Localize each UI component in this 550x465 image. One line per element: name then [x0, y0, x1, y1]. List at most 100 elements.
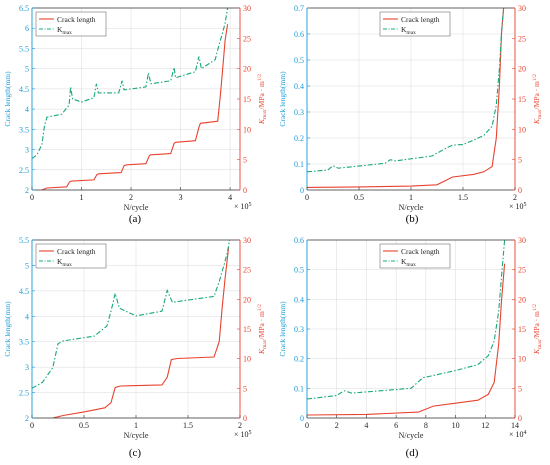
y-left-tick-label: 0.2 [294, 355, 304, 364]
y-right-tick-label: 10 [518, 125, 526, 134]
chart-panel-4: 0 2 4 6 8 10 12 14× 104 N/cycle 0 0.1 0.2 0.3 0.4 0.5 0… [278, 236, 543, 459]
y-right-axis-label: Kmax/MPa · m1/2 [532, 304, 543, 355]
x-axis-label: N/cycle [124, 203, 149, 212]
legend-label-kmax: Kmax [57, 25, 72, 36]
chart-panel-2: 0 0.5 1 1.5 2× 105 N/cycle 0 0.1 0.2 0.3 0.4 0.5 0.6… [278, 4, 543, 225]
legend-box [379, 11, 451, 37]
y-right-axis-label: Kmax/MPa · m1/2 [257, 74, 268, 125]
x-tick-label: 6 [394, 421, 398, 430]
legend-label-crack: Crack length [401, 247, 440, 256]
x-tick-label: 0 [30, 421, 34, 430]
x-multiplier-label: × 105 [509, 202, 527, 211]
x-tick-label: 0.5 [79, 421, 89, 430]
x-tick-label: 10 [452, 421, 460, 430]
legend-label-crack: Crack length [401, 15, 440, 24]
legend-box [379, 243, 451, 269]
x-axis-label: N/cycle [399, 431, 424, 440]
x-tick-label: 1 [409, 193, 413, 202]
y-left-tick-label: 0.7 [294, 4, 304, 13]
y-right-tick-label: 15 [243, 95, 251, 104]
y-left-tick-label: 5 [25, 261, 29, 270]
y-right-tick-label: 20 [518, 65, 526, 74]
y-left-tick-label: 4 [25, 105, 29, 114]
x-tick-label: 2 [238, 421, 242, 430]
panel-label: (d) [406, 447, 419, 459]
y-right-tick-label: 25 [518, 266, 526, 275]
y-left-tick-label: 0.4 [294, 295, 304, 304]
y-left-tick-label: 3 [25, 146, 29, 155]
y-left-tick-label: 5.5 [19, 236, 29, 245]
y-left-tick-label: 5 [25, 65, 29, 74]
x-tick-label: 12 [481, 421, 489, 430]
y-right-tick-label: 15 [518, 325, 526, 334]
y-left-tick-label: 2 [25, 186, 29, 195]
y-left-tick-label: 6 [25, 24, 29, 33]
x-tick-label: 2 [129, 193, 133, 202]
x-tick-label: 4 [228, 193, 232, 202]
legend-label-crack: Crack length [57, 247, 96, 256]
y-left-tick-label: 4 [25, 312, 29, 321]
y-right-tick-label: 15 [243, 325, 251, 334]
y-left-axis-label: Crack length(mm) [3, 301, 12, 357]
x-tick-label: 1.5 [458, 193, 468, 202]
x-axis-label: N/cycle [124, 431, 149, 440]
y-left-tick-label: 2.5 [19, 389, 29, 398]
y-left-tick-label: 0 [300, 414, 304, 423]
y-right-tick-label: 5 [518, 156, 522, 165]
y-right-tick-label: 10 [243, 125, 251, 134]
y-left-tick-label: 0.2 [294, 134, 304, 143]
y-left-tick-label: 2.5 [19, 166, 29, 175]
x-tick-label: 1 [134, 421, 138, 430]
y-left-tick-label: 0 [300, 186, 304, 195]
x-axis-label: N/cycle [399, 203, 424, 212]
y-right-tick-label: 15 [518, 95, 526, 104]
y-right-tick-label: 25 [243, 34, 251, 43]
x-tick-label: 2 [513, 193, 517, 202]
y-right-axis-label: Kmax/MPa · m1/2 [532, 74, 543, 125]
y-left-tick-label: 0.1 [294, 160, 304, 169]
y-left-tick-label: 3.5 [19, 125, 29, 134]
y-left-axis-label: Crack length(mm) [278, 71, 287, 127]
y-left-tick-label: 6.5 [19, 4, 29, 13]
y-left-tick-label: 0.5 [294, 56, 304, 65]
y-left-tick-label: 5.5 [19, 44, 29, 53]
chart-panel-1: 0 1 2 3 4× 105N/cycle22.533.544.555.566.5051… [3, 4, 268, 225]
y-right-tick-label: 25 [518, 34, 526, 43]
x-tick-label: 0 [30, 193, 34, 202]
y-left-tick-label: 0.3 [294, 325, 304, 334]
x-multiplier-label: × 104 [509, 430, 527, 439]
y-right-tick-label: 0 [243, 414, 247, 423]
legend-label-crack: Crack length [57, 15, 96, 24]
y-right-tick-label: 30 [243, 236, 251, 245]
y-left-tick-label: 2 [25, 414, 29, 423]
crack-length-series-line [307, 263, 506, 416]
x-tick-label: 0.5 [354, 193, 364, 202]
x-tick-label: 1 [80, 193, 84, 202]
y-right-tick-label: 30 [518, 4, 526, 13]
y-left-tick-label: 0.6 [294, 236, 304, 245]
x-multiplier-label: × 105 [234, 202, 252, 211]
y-left-tick-label: 0.5 [294, 266, 304, 275]
kmax-series-line [32, 240, 231, 389]
x-tick-label: 8 [424, 421, 428, 430]
kmax-series-line [307, 240, 506, 400]
y-right-tick-label: 0 [518, 414, 522, 423]
legend-box [35, 11, 107, 37]
y-right-tick-label: 20 [243, 65, 251, 74]
y-left-tick-label: 0.6 [294, 30, 304, 39]
crack-length-series-line [52, 247, 230, 418]
y-left-tick-label: 0.1 [294, 384, 304, 393]
y-right-tick-label: 20 [243, 295, 251, 304]
x-tick-label: 3 [179, 193, 183, 202]
crack-length-series-line [307, 8, 505, 188]
x-tick-label: 14 [511, 421, 519, 430]
chart-panel-3: 0 0.5 1 1.5 2× 105N/cycle22.533.544.555.5051… [3, 236, 268, 459]
y-right-tick-label: 0 [243, 186, 247, 195]
y-right-tick-label: 20 [518, 295, 526, 304]
crack-length-series-line [41, 24, 229, 190]
y-left-axis-label: Crack length(mm) [3, 71, 12, 127]
